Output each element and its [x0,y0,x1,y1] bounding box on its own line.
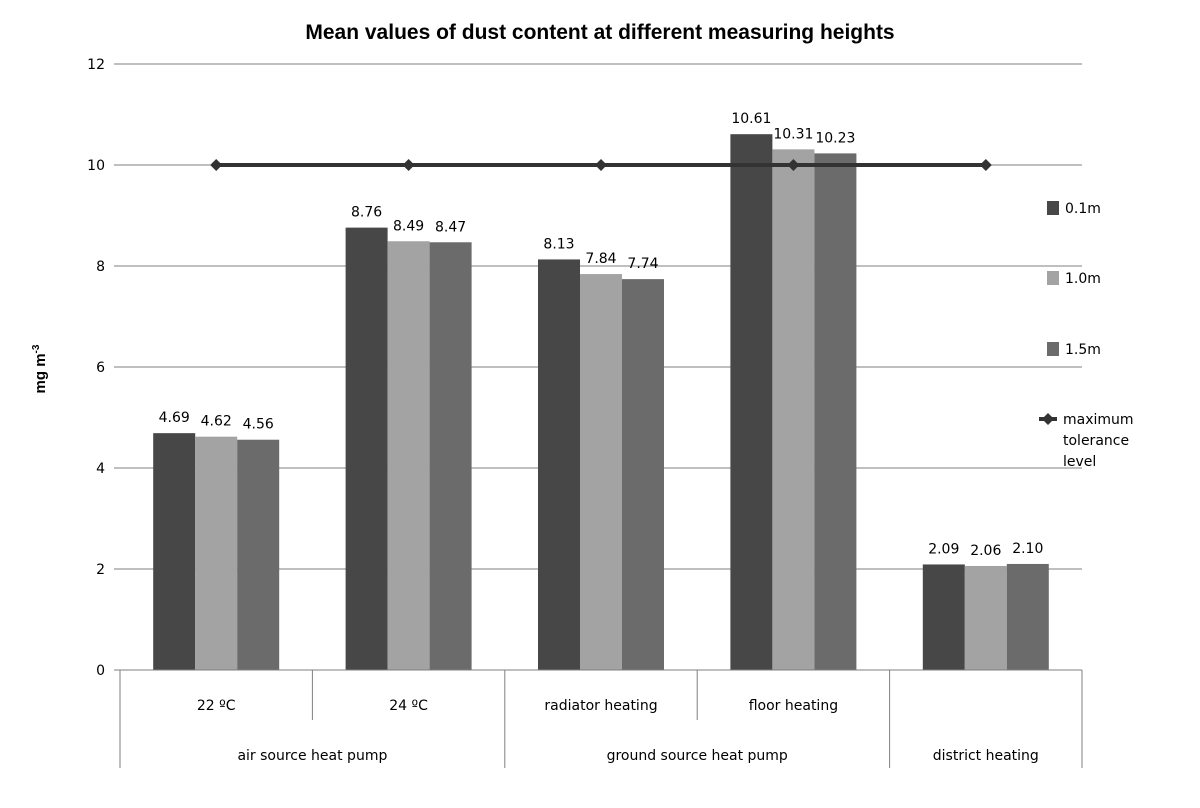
legend-swatch [1047,201,1059,215]
data-label: 4.56 [243,417,274,433]
reference-line-marker [979,159,992,171]
category-label: floor heating [749,698,838,714]
y-axis-label-superscript: -3 [31,344,42,353]
bars [153,134,1049,671]
data-label: 2.06 [970,543,1001,559]
bar [580,274,622,670]
data-label: 7.74 [627,256,658,272]
data-label: 2.10 [1012,541,1043,557]
legend-label: 0.1m [1065,201,1101,217]
category-label: 22 ºC [197,698,236,714]
y-tick-label: 4 [96,461,105,477]
legend-label: maximum [1063,412,1134,428]
bar [730,134,773,670]
data-label: 2.09 [928,541,959,557]
data-label: 4.62 [201,414,232,430]
y-axis-label: mg m-3 [31,344,49,393]
data-label: 10.61 [731,111,771,127]
data-label: 8.49 [393,218,424,234]
y-tick-label: 12 [87,57,105,73]
legend: 0.1m 1.0m 1.5m maximum tolerance level [1039,201,1134,470]
category-label: radiator heating [544,698,657,714]
reference-line [210,159,992,171]
bar [237,439,280,670]
data-label: 7.84 [585,251,616,267]
legend-reference-marker [1042,413,1054,425]
bar [964,565,1007,670]
reference-line-marker [787,159,800,171]
data-label: 10.23 [815,130,855,146]
y-tick-label: 2 [96,562,105,578]
bar [814,153,857,670]
x-axis: 22 ºC 24 ºC radiator heating floor heating a… [119,669,1083,768]
data-label: 8.13 [543,236,574,252]
bar [345,227,388,670]
y-tick-label: 8 [96,259,105,275]
category-group-label: air source heat pump [237,748,387,764]
bar [772,149,815,671]
bar [195,436,238,670]
bar [622,279,664,670]
reference-line-marker [595,159,607,171]
y-tick-label: 6 [96,360,105,376]
data-label: 8.47 [435,219,466,235]
legend-label: tolerance [1063,433,1129,449]
bar [538,259,580,670]
y-tick-label: 10 [87,158,105,174]
category-group-label: district heating [933,748,1039,764]
category-label: 24 ºC [389,698,428,714]
bar [1006,563,1049,670]
legend-label: level [1063,454,1096,470]
y-axis-label-text: mg m [32,353,49,393]
data-label: 10.31 [773,126,813,142]
bar [922,564,965,670]
data-labels: 4.69 8.76 8.13 10.61 2.09 4.62 8.49 7.84 10.31 2.… [159,111,1044,559]
bar [387,241,430,670]
y-axis-ticks: 0 2 4 6 8 10 12 [87,57,120,679]
chart-title: Mean values of dust content at different… [305,21,894,44]
legend-label: 1.5m [1065,342,1101,358]
category-group-label: ground source heat pump [607,748,788,764]
bar [153,433,196,670]
data-label: 4.69 [159,410,190,426]
reference-line-marker [210,159,223,171]
legend-swatch [1047,271,1059,285]
legend-swatch [1047,342,1059,356]
y-tick-label: 0 [96,663,105,679]
bar [429,242,472,670]
data-label: 8.76 [351,205,382,221]
legend-label: 1.0m [1065,271,1101,287]
reference-line-marker [402,159,415,171]
